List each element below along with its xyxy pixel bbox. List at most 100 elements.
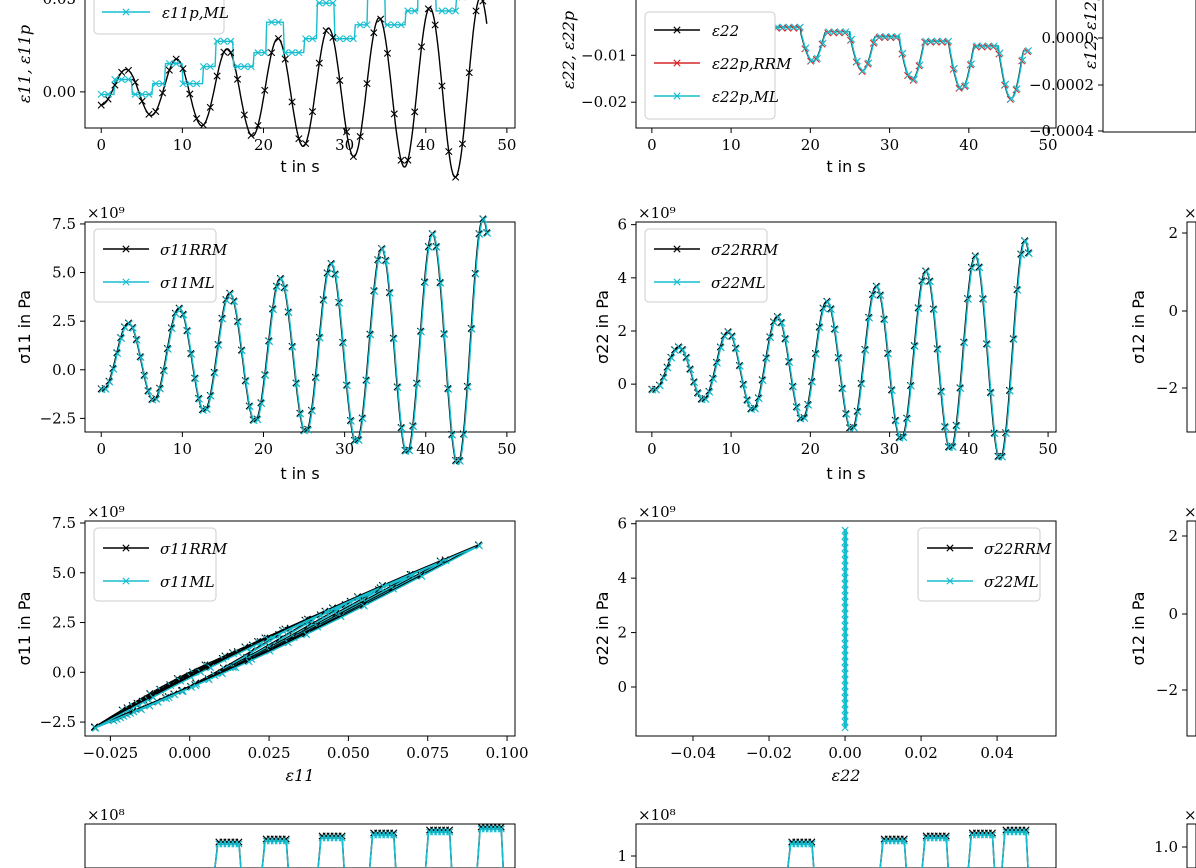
x-axis-label: t in s [280,464,319,483]
marker-eps11 [288,98,296,106]
legend-marker [946,577,954,585]
marker-ml [805,401,813,409]
marker-ml [841,694,849,702]
marker-ml [808,378,816,386]
y-axis-label: ε12, ε12p [1081,0,1100,69]
marker-ml [683,354,691,362]
marker-ml [164,345,172,353]
panel-row4_right: × 1.0 [1154,806,1196,868]
marker-ml [831,326,839,334]
marker-ml [841,586,849,594]
marker-eps22p-ml [899,49,907,57]
marker-eps11p-ml [206,62,214,71]
marker-ml [359,415,367,423]
marker-ml [740,381,748,389]
marker-step [390,831,398,839]
marker-ml [133,336,141,344]
marker-eps11 [179,65,187,73]
marker-eps11 [220,48,228,56]
marker-ml [881,316,889,324]
legend: σ11RRM σ11ML [93,527,228,602]
axis-scale-label: ×10⁹ [87,503,125,521]
x-axis-label: ε22 [832,766,861,785]
plot-frame [84,823,516,868]
y-tick-label: 2 [617,624,627,642]
marker-eps22p-ml [802,44,810,52]
marker-eps11p-ml [404,7,412,15]
marker-ml [812,350,820,358]
legend-label: ε22p,RRM [712,55,792,73]
marker-ml [188,350,196,358]
marker-eps11p-ml [356,21,364,29]
marker-ml [328,260,336,268]
marker-ml [763,354,771,363]
step-pulse [424,829,453,868]
y-axis-label: σ12 in Pa [1129,592,1148,666]
y-tick-label: 0 [617,678,627,696]
marker-ml [972,253,980,261]
panel-eps12_time: 0.0000 −0.0002 −0.0004 ε12, ε12p [1029,0,1196,140]
marker-eps22p-ml [1013,85,1021,93]
marker-eps11p-ml [349,35,357,43]
marker-ml [1014,286,1022,294]
marker-ml [841,628,849,636]
legend-label: σ11ML [160,573,215,591]
marker-ml [156,385,165,393]
marker-ml [934,345,942,354]
marker-ml [394,384,402,392]
x-tick-label: 20 [254,440,273,458]
marker-ml [332,271,340,279]
marker-ml [273,283,281,291]
plot-frame [1186,221,1196,433]
marker-ml [226,290,235,298]
marker-ml [480,216,488,224]
marker-ml [827,305,836,314]
marker-eps11p-ml [438,7,446,15]
x-tick-label: 10 [722,440,741,458]
marker-ml [930,306,938,314]
marker-ml [289,343,297,351]
step-pulse [317,837,345,868]
marker-eps11 [438,82,446,90]
marker-ml [983,341,991,349]
marker-eps11 [431,21,439,29]
marker-ml [264,635,272,643]
marker-ml [841,532,849,540]
marker-ml [234,318,242,326]
y-tick-label: 1.0 [1154,838,1178,856]
y-tick-label: −2 [1156,379,1178,397]
marker-ml [789,383,797,391]
legend-label: ε11p,ML [162,4,229,22]
marker-eps22p-ml [1019,56,1027,64]
marker-eps11 [118,68,126,76]
marker-eps11p-ml [322,0,330,7]
marker-eps22p-ml [996,49,1004,57]
legend-marker [122,577,130,585]
y-tick-label: 5.0 [52,264,76,282]
panel-sig11_time: 0 10 20 30 40 50 −2.5 0.0 2.5 5.0 7.5 ×10⁹ t in s σ11… [15,204,516,483]
x-tick-label: 0 [96,440,106,458]
plot-frame [1186,520,1196,737]
marker-eps11p-ml [240,62,248,71]
marker-ml [149,693,157,702]
marker-ml [941,423,950,432]
marker-eps22p-ml [967,60,976,68]
marker-eps11 [411,108,419,116]
marker-eps22p-ml [916,61,924,69]
marker-ml [254,416,262,424]
marker-eps22p-ml [813,54,821,62]
marker-ml [102,385,110,393]
marker-ml [679,346,687,354]
marker-ml [976,264,984,272]
marker-ml [312,374,320,382]
y-tick-label: −2.5 [40,713,76,731]
step-pulse [214,843,242,868]
marker-eps11p-ml [220,37,228,45]
marker-ml [293,380,301,388]
x-axis-label: ε11 [286,766,315,785]
plot-frame [84,221,516,433]
legend: σ22RRM σ22ML [917,527,1052,602]
marker-eps22p-ml [865,59,873,67]
marker-ml [437,558,445,566]
marker-ml [759,376,767,385]
